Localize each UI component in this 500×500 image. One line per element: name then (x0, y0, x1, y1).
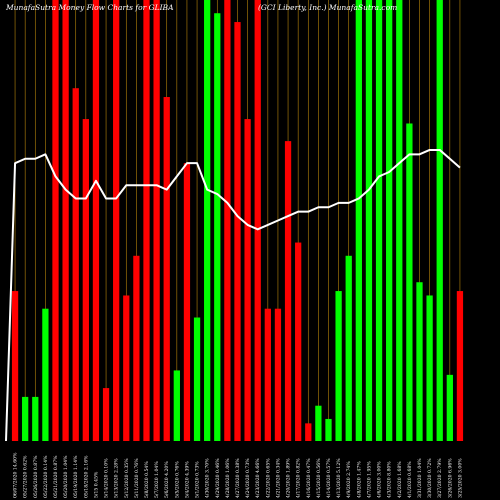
x-tick-label: 05/20/2020 1.04% (63, 455, 69, 498)
money-flow-line-layer (5, 148, 461, 442)
x-tick-label: 4/21/2020 0.34% (275, 458, 281, 498)
bar-down (295, 242, 302, 441)
x-tick-label: 5/4/2020 4.39% (184, 461, 190, 498)
bar-up (193, 317, 201, 441)
bar-down (244, 119, 251, 441)
x-tick-label: 05/27/2020 0.62% (23, 455, 29, 498)
bar-down (102, 388, 110, 441)
bar-down (224, 0, 231, 441)
x-tick-label: 4/30/2020 3.70% (205, 458, 211, 498)
bar-down (72, 88, 79, 441)
bar-down (254, 0, 261, 441)
bar-up (355, 0, 362, 441)
x-tick-label: 06/07/2020 14.60% (13, 452, 19, 498)
bar-up (375, 0, 383, 441)
x-tick-label: 5/7/2020 1.04% (154, 461, 160, 498)
x-tick-label: 4/22/2020 0.65% (265, 458, 271, 498)
bar-down (52, 0, 59, 441)
bar-down (163, 97, 170, 442)
x-tick-label: 4/15/2020 0.56% (316, 458, 322, 498)
x-tick-label: 4/9/2020 2.74% (346, 461, 352, 498)
bar-down (274, 308, 282, 441)
bar-up (22, 396, 29, 441)
bar-down (264, 308, 271, 441)
bar-up (32, 396, 39, 441)
bar-down (11, 291, 19, 441)
bar-down (82, 119, 89, 441)
bar-down (113, 0, 120, 441)
x-tick-label: 4/2/2020 1.68% (397, 461, 403, 498)
x-tick-label: 5/6/2020 4.20% (164, 461, 170, 498)
x-tick-label: 5/15 0.45% (93, 471, 99, 498)
x-tick-label: 5/13/2020 2.28% (114, 458, 120, 498)
bar-up (335, 291, 342, 441)
x-tick-labels: 06/07/2020 14.60% 05/27/2020 0.62% 05/26/2… (13, 452, 464, 498)
chart-title-right: (GCI Liberty, Inc.) MunafaSutra.com (258, 3, 397, 12)
x-tick-label: 3/31/2020 1.04% (417, 458, 423, 498)
x-tick-label: 5/8/2020 0.54% (144, 461, 150, 498)
x-tick-label: 4/27/2020 0.38% (235, 458, 241, 498)
x-tick-label: 05/18/2020 2.16% (83, 455, 89, 498)
bar-down (456, 291, 464, 441)
x-tick-label: 05/19/2020 1.14% (73, 455, 79, 498)
bar-up (416, 282, 423, 441)
x-tick-label: 4/17/2020 0.82% (296, 458, 302, 498)
bar-up (406, 123, 413, 441)
x-tick-label: 3/26/2020 6.96% (447, 458, 453, 498)
x-tick-label: 3/30/2020 0.72% (427, 458, 433, 498)
bar-down (305, 423, 312, 441)
x-tick-label: 3/27/2020 2.79% (437, 458, 443, 498)
bar-up (446, 374, 453, 441)
bar-up (365, 0, 373, 441)
bar-down (234, 22, 241, 442)
x-tick-label: 4/1/2020 0.68% (407, 461, 413, 498)
bar-up (42, 308, 49, 441)
x-tick-label: 4/29/2020 0.46% (215, 458, 221, 498)
bar-up (204, 0, 211, 441)
x-tick-label: 4/24/2020 0.73% (245, 458, 251, 498)
bar-down (153, 0, 160, 441)
x-tick-label: 4/14/2020 0.57% (326, 458, 332, 498)
x-tick-label: 4/7/2020 1.95% (366, 461, 372, 498)
bar-down (284, 141, 292, 441)
x-tick-label: 05/26/2020 0.87% (33, 455, 39, 498)
x-tick-label: 4/23/2020 4.66% (255, 458, 261, 498)
bar-up (426, 295, 433, 441)
bar-down (183, 163, 191, 442)
bar-up (436, 0, 443, 441)
bar-down (123, 295, 130, 441)
x-tick-label: 05/21/2020 0.87% (53, 455, 59, 498)
bar-down (62, 0, 69, 441)
bar-up (396, 0, 403, 441)
x-tick-label: 4/16/2020 0.47% (306, 458, 312, 498)
bar-up (386, 0, 393, 441)
bar-up (315, 405, 322, 441)
x-tick-label: 4/8/2020 1.47% (356, 461, 362, 498)
bar-up (173, 370, 180, 441)
bars-layer (11, 0, 464, 442)
chart-title-left: MunafaSutra Money Flow Charts for GLIBA (5, 3, 174, 12)
money-flow-line (5, 148, 461, 442)
bar-down (92, 0, 100, 441)
x-tick-label: 4/6/2020 3.00% (377, 461, 383, 498)
x-tick-label: 4/3/2020 8.80% (387, 461, 393, 498)
x-tick-label: 3/25/2020 3.00% (457, 458, 463, 498)
bar-up (325, 418, 332, 441)
bar-down (133, 255, 140, 441)
x-tick-label: 4/13/2020 5.12% (336, 458, 342, 498)
x-tick-label: 4/28/2020 1.06% (225, 458, 231, 498)
x-tick-label: 5/12/2020 0.35% (124, 458, 130, 498)
x-tick-label: 4/20/2020 1.89% (286, 458, 292, 498)
bar-up (214, 13, 221, 441)
bar-up (345, 255, 352, 441)
x-tick-label: 05/22/2020 0.14% (43, 455, 49, 498)
x-tick-label: 5/11/2020 0.76% (134, 458, 140, 498)
bar-down (143, 0, 150, 441)
x-tick-label: 5/1/2020 0.73% (195, 461, 201, 498)
x-tick-label: 5/5/2020 0.76% (174, 461, 180, 498)
x-tick-label: 5/14/2020 0.10% (104, 458, 110, 498)
